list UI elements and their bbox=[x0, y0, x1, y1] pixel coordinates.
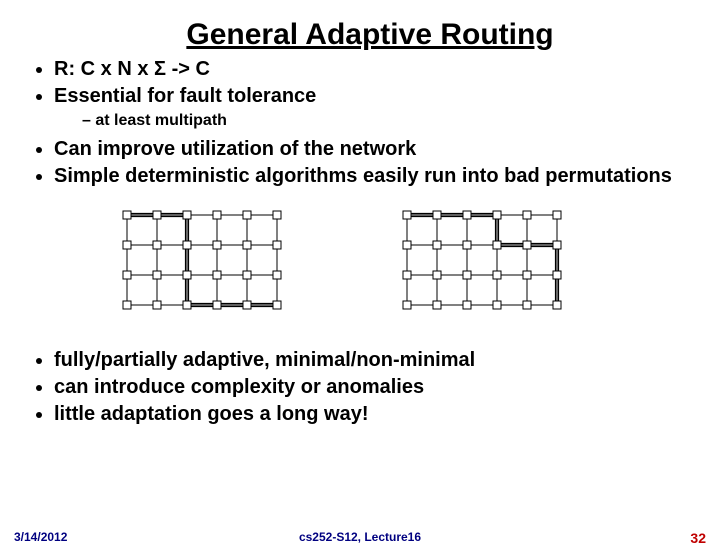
routing-diagrams bbox=[28, 203, 692, 333]
footer-date: 3/14/2012 bbox=[14, 530, 67, 544]
bullet-utilization: Can improve utilization of the network bbox=[54, 136, 692, 162]
footer-course: cs252-S12, Lecture16 bbox=[299, 530, 421, 544]
footer-slide-number: 32 bbox=[690, 530, 706, 546]
bullet-complexity: can introduce complexity or anomalies bbox=[54, 374, 692, 400]
diagram-right bbox=[395, 203, 605, 333]
slide-title: General Adaptive Routing bbox=[28, 18, 692, 52]
sub-bullet-multipath: at least multipath bbox=[82, 111, 692, 132]
bullet-adaptation: little adaptation goes a long way! bbox=[54, 401, 692, 427]
bullet-r-formula: R: C x N x Σ -> C bbox=[54, 56, 692, 82]
bullet-deterministic: Simple deterministic algorithms easily r… bbox=[54, 163, 692, 189]
bullet-fault-tolerance: Essential for fault tolerance bbox=[54, 83, 692, 109]
diagram-left bbox=[115, 203, 325, 333]
bullet-adaptive-minimal: fully/partially adaptive, minimal/non-mi… bbox=[54, 347, 692, 373]
